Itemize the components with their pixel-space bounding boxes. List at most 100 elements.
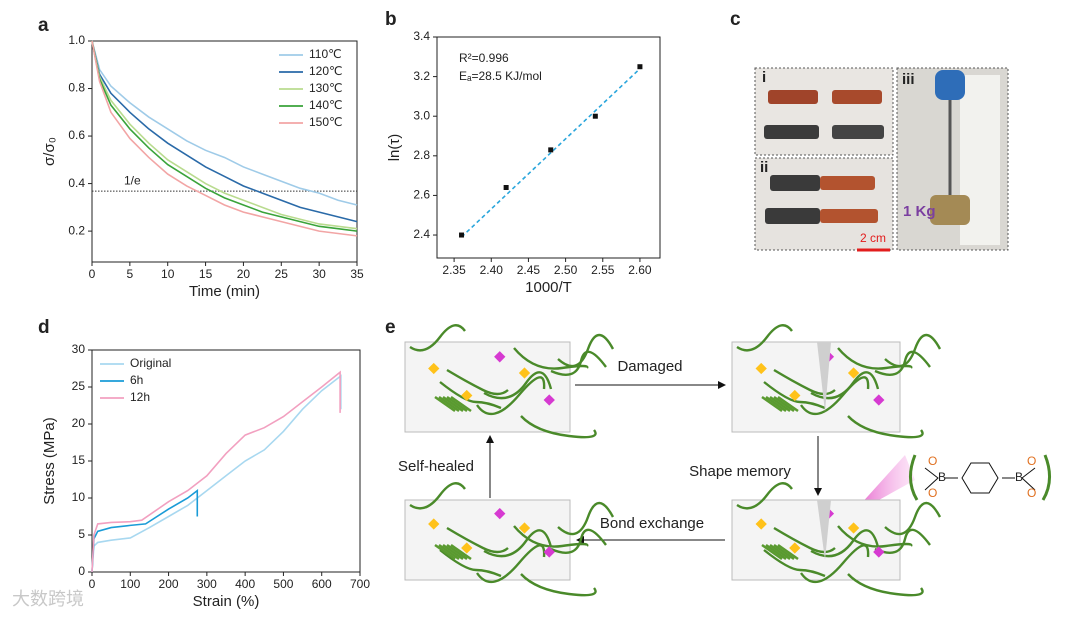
data-line — [91, 374, 342, 573]
y-tick-label: 2.6 — [413, 188, 430, 202]
photo-label: ii — [760, 159, 768, 176]
x-tick-label: 0 — [89, 267, 96, 281]
crystal-fold — [761, 395, 783, 413]
x-tick-label: 10 — [161, 267, 175, 281]
data-line — [91, 40, 358, 232]
polymer-chain — [800, 376, 870, 416]
atom: O — [1027, 486, 1036, 500]
linker — [789, 389, 801, 402]
sample — [768, 90, 818, 104]
x-tick-label: 2.35 — [442, 263, 466, 277]
polymer-chain — [513, 525, 589, 548]
data-line — [91, 40, 358, 237]
polymer-chain — [439, 381, 502, 410]
photo-panel: i ii iii 1 Kg 2 cm — [754, 67, 1009, 252]
point — [637, 64, 643, 70]
atom: O — [928, 454, 937, 468]
point — [459, 232, 465, 238]
watermark: 大数跨境 — [12, 589, 84, 609]
scale-bar-label: 2 cm — [860, 231, 886, 245]
panel-label: d — [38, 317, 50, 338]
polymer-chain — [884, 333, 942, 368]
crack — [817, 342, 831, 412]
y-tick-label: 3.2 — [413, 69, 430, 83]
crystal-fold — [765, 395, 787, 413]
step-label: Shape memory — [689, 463, 791, 480]
linker — [461, 542, 473, 554]
linker — [494, 507, 506, 520]
polymer-chain — [439, 549, 502, 578]
polymer-chain — [884, 501, 942, 536]
polymer-chain — [520, 573, 597, 597]
x-tick-label: 700 — [350, 577, 370, 591]
linker — [755, 518, 767, 530]
linker — [873, 394, 885, 406]
x-tick-label: 35 — [350, 267, 364, 281]
sample — [765, 208, 820, 224]
step-label: Self-healed — [398, 458, 474, 475]
linker — [873, 546, 885, 558]
panel-label: b — [385, 9, 397, 30]
photo-label: iii — [902, 71, 915, 88]
polymer-chain — [847, 415, 924, 439]
linker — [518, 522, 531, 534]
legend-label: 130℃ — [309, 81, 343, 95]
crystal-fold — [442, 543, 464, 561]
x-tick-label: 5 — [127, 267, 134, 281]
panel-label: e — [385, 317, 396, 338]
crystal-fold — [434, 543, 456, 561]
crystal-fold — [777, 395, 799, 413]
crack — [817, 500, 831, 560]
polymer-chain — [476, 376, 546, 416]
x-tick-label: 2.55 — [591, 263, 615, 277]
y-tick-label: 0.8 — [68, 81, 85, 95]
polymer-chain — [476, 544, 546, 584]
legend-label: 110℃ — [309, 47, 342, 61]
x-tick-label: 2.45 — [517, 263, 541, 277]
x-tick-label: 200 — [159, 577, 179, 591]
annotation: R²=0.996 — [459, 51, 509, 65]
polymer-chain — [409, 324, 466, 352]
polymer-chain — [409, 482, 466, 510]
x-tick-label: 500 — [273, 577, 293, 591]
crystal-fold — [446, 543, 468, 561]
linker — [461, 389, 473, 402]
linker — [428, 362, 440, 375]
panel-label: c — [730, 9, 741, 30]
y-axis-label: ln(τ) — [386, 134, 403, 162]
x-tick-label: 2.40 — [480, 263, 504, 277]
y-tick-label: 0.2 — [68, 223, 85, 237]
y-tick-label: 10 — [72, 490, 86, 504]
annotation: Eₐ=28.5 KJ/mol — [459, 69, 542, 83]
crystal-fold — [442, 395, 464, 413]
step-label: Bond exchange — [600, 515, 704, 532]
y-tick-label: 15 — [72, 453, 86, 467]
weight — [930, 195, 970, 225]
y-tick-label: 20 — [72, 416, 86, 430]
crystal-fold — [446, 395, 468, 413]
weight-label: 1 Kg — [903, 203, 936, 220]
photo-i — [754, 67, 894, 156]
sample — [832, 90, 882, 104]
linker — [847, 367, 860, 379]
polymer-chain — [773, 526, 836, 554]
linker — [543, 394, 555, 406]
sample — [832, 125, 884, 139]
data-line — [91, 488, 199, 573]
linker — [755, 362, 767, 375]
x-tick-label: 0 — [89, 577, 96, 591]
linker — [518, 367, 531, 379]
crystal-fold — [434, 395, 456, 413]
polymer-chain — [446, 368, 509, 396]
legend-label: Original — [130, 356, 171, 370]
polymer-chain — [736, 482, 793, 510]
legend-label: 120℃ — [309, 64, 343, 78]
data-line — [91, 40, 358, 206]
polymer-chain — [847, 573, 924, 597]
linker — [428, 518, 440, 530]
sample — [820, 209, 878, 223]
data-line — [91, 40, 358, 223]
sample — [820, 176, 875, 190]
x-tick-label: 2.50 — [554, 263, 578, 277]
